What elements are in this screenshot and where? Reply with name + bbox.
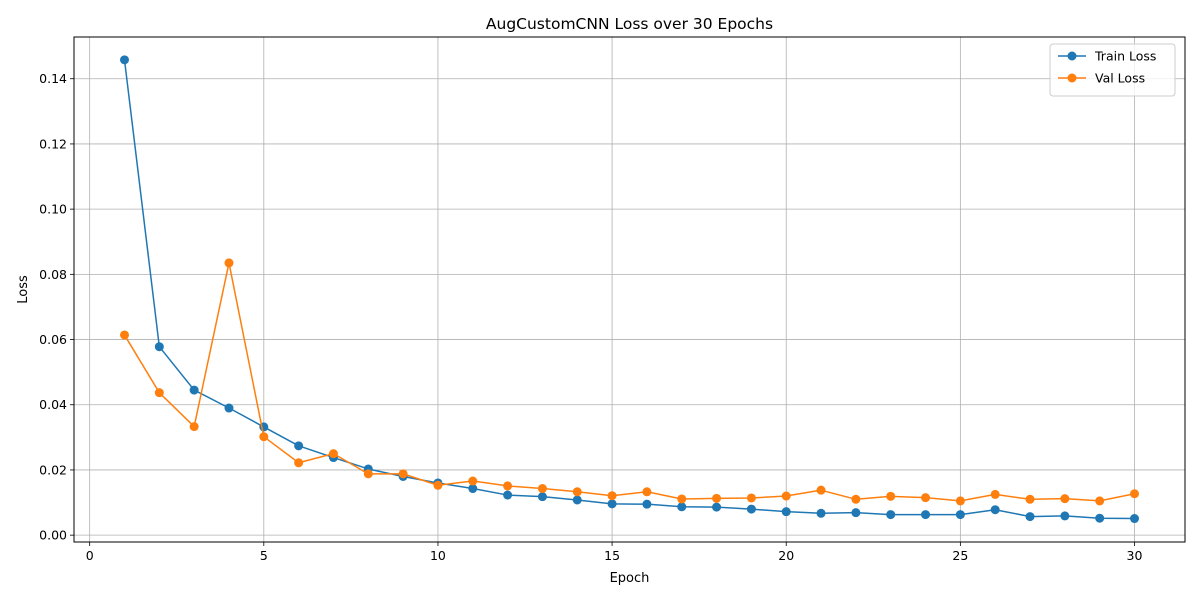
data-point (1060, 494, 1070, 504)
data-point (1130, 489, 1139, 499)
data-point (607, 491, 617, 501)
grid-lines (74, 37, 1185, 542)
data-point (503, 481, 513, 491)
data-point (294, 458, 304, 468)
data-point (781, 507, 791, 517)
data-point (468, 484, 478, 494)
data-point (224, 258, 234, 268)
legend-item: Train Loss (1058, 49, 1156, 64)
data-point (537, 484, 547, 494)
data-point (816, 508, 826, 518)
data-point (363, 469, 373, 479)
data-point (224, 403, 234, 413)
x-tick-label: 25 (952, 548, 968, 563)
data-point (746, 493, 756, 503)
data-point (433, 480, 443, 490)
data-point (328, 449, 338, 459)
data-point (712, 493, 722, 503)
legend-item: Val Loss (1058, 71, 1145, 86)
x-tick-label: 5 (260, 548, 268, 563)
data-point (851, 508, 861, 518)
data-point (746, 504, 756, 514)
x-tick-label: 0 (86, 548, 94, 563)
legend-marker (1067, 73, 1077, 83)
legend: Train Loss Val Loss (1049, 43, 1176, 97)
data-point (154, 342, 164, 352)
data-point (572, 495, 582, 505)
y-tick-label: 0.12 (39, 136, 67, 151)
data-point (781, 491, 791, 501)
y-tick-label: 0.14 (39, 71, 67, 86)
data-point (189, 422, 199, 432)
series-line (123, 262, 1135, 502)
legend-label: Val Loss (1095, 71, 1145, 86)
data-point (642, 499, 652, 509)
series-line (123, 59, 1135, 520)
data-point (677, 502, 687, 512)
data-point (1095, 496, 1105, 506)
y-tick-label: 0.04 (39, 397, 67, 412)
data-point (955, 510, 965, 520)
data-point (503, 490, 513, 500)
data-point (1060, 511, 1070, 521)
data-point (607, 499, 617, 509)
series-layer (120, 55, 1139, 524)
x-tick-label: 30 (1127, 548, 1143, 563)
x-axis-label: Epoch (610, 571, 650, 586)
x-tick-label: 20 (778, 548, 794, 563)
plot-frame (73, 36, 1186, 543)
y-tick-label: 0.08 (39, 267, 67, 282)
legend-box (1049, 43, 1176, 97)
data-point (468, 476, 478, 486)
y-axis-label: Loss (16, 275, 31, 304)
data-point (259, 432, 269, 442)
data-point (921, 510, 931, 520)
data-point (1025, 512, 1035, 522)
x-tick-label: 15 (604, 548, 620, 563)
y-tick-label: 0.00 (39, 528, 67, 543)
data-point (642, 487, 652, 497)
data-point (990, 489, 1000, 499)
data-point (120, 55, 129, 65)
x-tick-label: 10 (430, 548, 446, 563)
data-point (294, 441, 304, 451)
series-train-loss (120, 55, 1139, 524)
data-point (677, 494, 687, 504)
data-point (398, 469, 408, 479)
data-point (816, 485, 826, 495)
chart-title: AugCustomCNN Loss over 30 Epochs (486, 15, 773, 33)
data-point (955, 496, 965, 506)
data-point (154, 388, 164, 398)
data-point (886, 510, 896, 520)
data-point (537, 492, 547, 502)
axes: 0 5 10 15 20 25 30 0.00 0.02 0.04 0.06 0.08 0.10 0.12… (39, 71, 1142, 563)
data-point (886, 491, 896, 501)
data-point (921, 493, 931, 503)
legend-marker (1067, 51, 1077, 61)
data-point (712, 502, 722, 512)
data-point (1095, 513, 1105, 523)
data-point (572, 487, 582, 497)
series-val-loss (120, 258, 1139, 506)
data-point (1130, 514, 1139, 524)
legend-label: Train Loss (1094, 49, 1156, 64)
data-point (120, 330, 129, 340)
y-tick-label: 0.06 (39, 332, 67, 347)
data-point (851, 494, 861, 504)
data-point (1025, 494, 1035, 504)
data-point (189, 385, 199, 395)
data-point (990, 505, 1000, 515)
y-tick-label: 0.10 (39, 202, 67, 217)
y-tick-label: 0.02 (39, 462, 67, 477)
